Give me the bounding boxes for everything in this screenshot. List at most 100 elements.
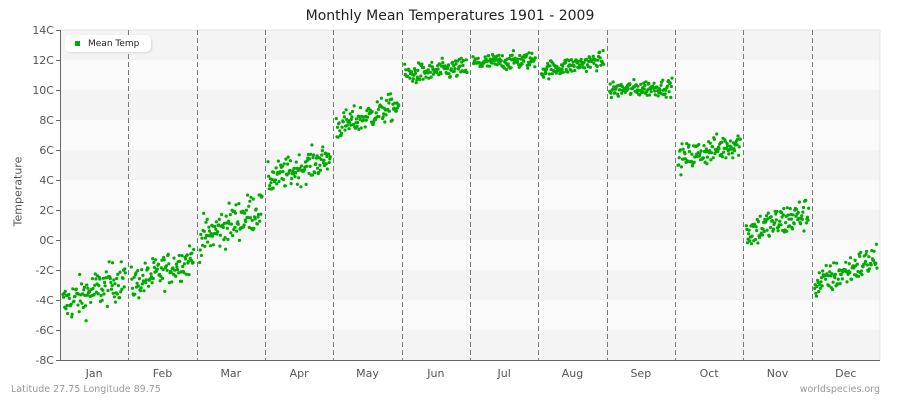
- data-point: [390, 118, 394, 122]
- data-point: [311, 156, 315, 160]
- data-point: [840, 277, 845, 281]
- location-caption: Latitude 27.75 Longitude 89.75: [11, 384, 161, 395]
- data-point: [94, 277, 98, 281]
- data-point: [525, 53, 529, 57]
- data-point: [784, 221, 788, 225]
- data-point: [819, 280, 823, 284]
- data-point: [449, 67, 453, 71]
- data-point: [446, 63, 451, 67]
- data-point: [69, 302, 73, 306]
- data-point: [680, 142, 684, 146]
- data-point: [172, 256, 176, 260]
- data-point: [229, 231, 233, 235]
- data-point: [173, 268, 177, 272]
- data-point: [705, 155, 710, 159]
- data-point: [112, 278, 116, 282]
- x-tick-label: Jun: [426, 367, 444, 380]
- data-point: [341, 120, 345, 124]
- data-point: [782, 206, 786, 211]
- data-point: [76, 303, 80, 307]
- data-point: [406, 74, 410, 78]
- data-point: [267, 187, 271, 191]
- data-point: [582, 61, 586, 65]
- data-point: [602, 62, 606, 66]
- data-point: [598, 56, 602, 60]
- data-point: [865, 263, 869, 267]
- data-point: [629, 91, 633, 95]
- data-point: [724, 156, 728, 160]
- data-point: [122, 285, 126, 289]
- y-tick-label: -4C: [35, 294, 54, 307]
- data-point: [156, 262, 161, 266]
- data-point: [712, 137, 717, 141]
- data-point: [87, 290, 92, 294]
- data-point: [207, 229, 212, 233]
- data-point: [711, 156, 715, 160]
- data-point: [271, 186, 275, 190]
- data-point: [189, 258, 193, 262]
- data-point: [171, 266, 175, 270]
- data-point: [143, 261, 147, 265]
- data-point: [735, 143, 739, 147]
- data-point: [690, 164, 695, 168]
- data-point: [284, 157, 288, 161]
- data-point: [771, 227, 776, 231]
- data-point: [320, 153, 324, 157]
- data-point: [487, 54, 491, 58]
- data-point: [246, 193, 250, 197]
- data-point: [801, 205, 806, 210]
- data-point: [162, 255, 166, 260]
- data-point: [613, 91, 617, 95]
- data-point: [455, 73, 459, 77]
- data-point: [86, 286, 90, 290]
- data-point: [247, 204, 251, 208]
- data-point: [769, 225, 773, 230]
- data-point: [344, 108, 348, 112]
- data-point: [342, 115, 346, 119]
- data-point: [250, 218, 254, 222]
- data-point: [765, 228, 769, 232]
- data-point: [297, 153, 301, 157]
- data-point: [853, 258, 857, 262]
- data-point: [804, 198, 808, 202]
- data-point: [278, 170, 282, 174]
- data-point: [187, 273, 191, 277]
- data-point: [170, 280, 174, 284]
- data-point: [566, 70, 570, 74]
- data-point: [144, 281, 148, 285]
- data-point: [579, 57, 583, 62]
- data-point: [595, 69, 599, 73]
- x-tick-label: Feb: [153, 367, 172, 380]
- data-point: [569, 58, 573, 62]
- data-point: [767, 234, 772, 238]
- data-point: [510, 53, 514, 57]
- data-point: [137, 296, 141, 300]
- data-point: [867, 267, 872, 271]
- data-point: [340, 125, 344, 129]
- data-point: [871, 258, 876, 262]
- data-point: [839, 273, 843, 277]
- data-point: [365, 115, 370, 119]
- data-point: [459, 56, 463, 60]
- y-tick-label: -6C: [35, 324, 54, 337]
- data-point: [779, 223, 783, 227]
- data-point: [109, 287, 114, 291]
- data-point: [670, 76, 674, 80]
- data-point: [102, 292, 106, 296]
- data-point: [652, 81, 656, 85]
- data-point: [708, 149, 712, 153]
- data-point: [80, 301, 84, 305]
- data-point: [804, 221, 809, 225]
- data-point: [756, 241, 760, 245]
- data-point: [209, 244, 213, 248]
- data-point: [815, 284, 819, 289]
- data-point: [515, 60, 520, 64]
- data-point: [274, 166, 278, 170]
- data-point: [123, 267, 127, 271]
- data-point: [184, 257, 188, 261]
- data-point: [492, 55, 496, 59]
- data-point: [701, 156, 706, 160]
- data-point: [198, 260, 202, 265]
- data-point: [681, 147, 685, 151]
